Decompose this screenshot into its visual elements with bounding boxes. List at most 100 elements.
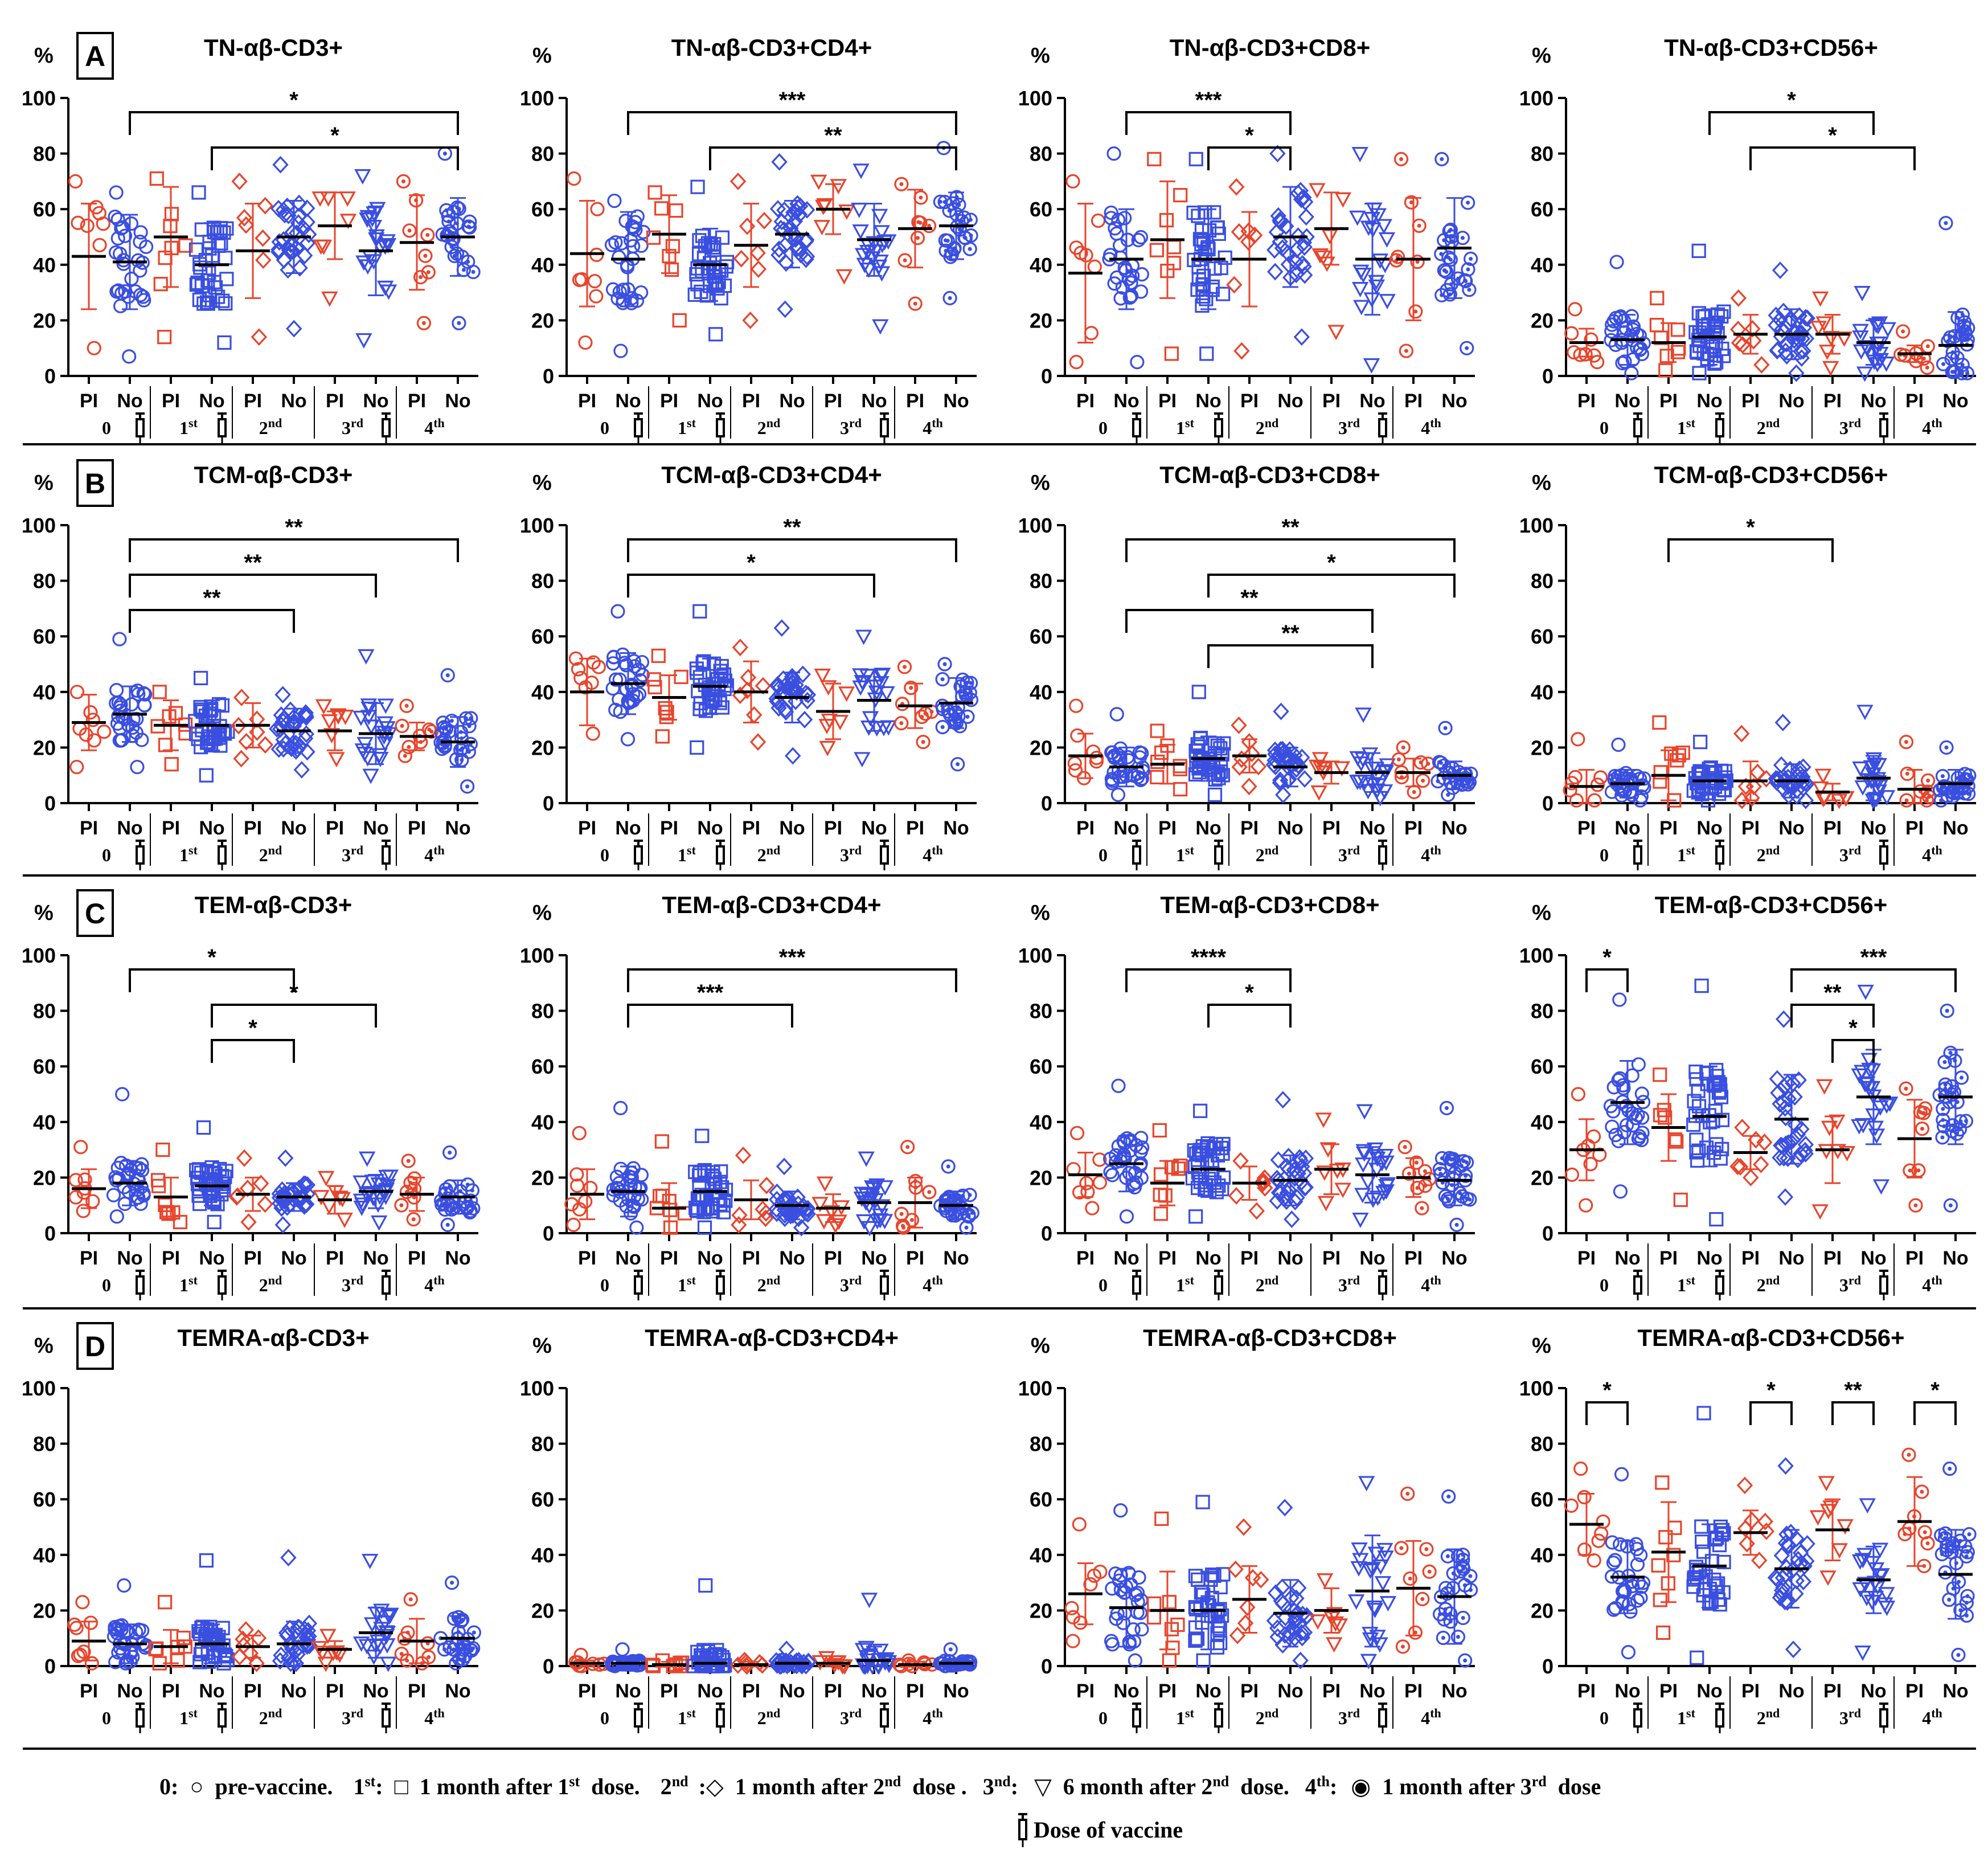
data-point xyxy=(1854,286,1871,301)
series-pi-3rd xyxy=(1810,291,1853,377)
timepoint-number: 2 xyxy=(259,1275,268,1295)
data-point xyxy=(315,699,333,715)
y-tick-label: 80 xyxy=(33,1433,56,1456)
data-point-dot xyxy=(1426,762,1430,766)
series-pi-1st xyxy=(1649,290,1686,378)
data-point-ring xyxy=(395,718,409,734)
x-tick-label: PI xyxy=(162,817,180,839)
data-point xyxy=(1327,325,1345,341)
bracket-line xyxy=(129,111,459,135)
data-point xyxy=(92,238,107,252)
data-point-dot xyxy=(460,1618,465,1622)
data-point xyxy=(1296,257,1312,276)
timepoint-number: 4 xyxy=(923,1275,932,1295)
y-tick-label: 60 xyxy=(33,198,56,221)
timepoint-suffix: nd xyxy=(1265,843,1278,857)
data-point-ring xyxy=(421,265,436,280)
data-point xyxy=(1753,356,1770,374)
data-point xyxy=(365,219,383,235)
data-point xyxy=(1069,240,1084,255)
y-tick-label: 20 xyxy=(1531,1166,1553,1189)
timepoint-number: 4 xyxy=(1922,845,1931,865)
data-point xyxy=(199,768,214,783)
timepoint-suffix: th xyxy=(1931,843,1942,857)
data-point xyxy=(733,249,749,268)
data-point xyxy=(462,220,477,235)
data-point xyxy=(112,632,127,646)
series-pi-0 xyxy=(1065,174,1106,370)
significance-stars: ** xyxy=(783,515,801,540)
y-tick-label: 20 xyxy=(33,736,56,759)
x-tick-label: No xyxy=(1614,390,1640,412)
data-point-dot xyxy=(956,705,960,710)
x-tick-label: PI xyxy=(1577,390,1596,412)
data-point-dot xyxy=(1460,1194,1465,1198)
x-tick-label: No xyxy=(943,817,969,839)
data-point-dot xyxy=(405,1658,409,1663)
syringe-icon xyxy=(1214,412,1223,443)
data-point xyxy=(273,706,290,724)
data-point xyxy=(69,685,85,699)
data-point-dot xyxy=(460,746,465,751)
significance-stars: * xyxy=(1245,123,1254,148)
data-point xyxy=(1173,187,1188,203)
data-point-ring xyxy=(1439,264,1454,279)
x-tick-label: PI xyxy=(1905,1247,1924,1269)
data-point xyxy=(1856,366,1874,382)
timepoint-label: 3rd xyxy=(342,843,363,866)
data-point xyxy=(1226,276,1243,294)
data-point xyxy=(452,316,466,330)
data-point xyxy=(1196,277,1211,292)
data-point-dot xyxy=(466,259,470,264)
panel-title: TEM-αβ-CD3+CD4+ xyxy=(662,891,881,918)
timepoint-suffix: st xyxy=(188,843,198,857)
data-point xyxy=(1314,250,1332,266)
timepoint-label: 3rd xyxy=(1338,416,1360,439)
data-point xyxy=(690,665,704,680)
y-tick-label: 20 xyxy=(531,1166,554,1189)
data-point xyxy=(894,177,909,191)
y-tick-label: 60 xyxy=(1531,198,1553,221)
x-tick-label: PI xyxy=(1240,390,1259,412)
data-point xyxy=(742,312,759,329)
x-tick-label: PI xyxy=(1741,1247,1760,1269)
timepoint-number: 2 xyxy=(1757,418,1766,438)
data-point-ring xyxy=(396,174,411,189)
data-point-dot xyxy=(471,1646,476,1651)
data-point-dot xyxy=(1456,276,1460,281)
data-point xyxy=(575,272,589,287)
series-pi-2nd xyxy=(732,639,772,751)
data-point xyxy=(590,202,605,216)
data-point xyxy=(299,234,316,252)
data-point xyxy=(957,210,972,225)
timepoint-number: 0 xyxy=(1098,845,1108,865)
x-tick-label: PI xyxy=(1659,1247,1678,1269)
significance-stars: ** xyxy=(824,123,842,148)
x-tick-label: PI xyxy=(1404,1247,1423,1269)
data-point xyxy=(216,225,231,240)
timepoint-number: 4 xyxy=(1421,1275,1430,1295)
data-point-ring xyxy=(1404,195,1419,210)
data-point-dot xyxy=(458,730,463,734)
data-point-dot xyxy=(1440,293,1444,297)
data-point-dot xyxy=(421,321,426,325)
data-point-ring xyxy=(1443,252,1458,267)
bracket-line xyxy=(1749,146,1916,170)
data-point xyxy=(605,681,620,696)
timepoint-number: 3 xyxy=(1338,845,1347,865)
data-point-dot xyxy=(426,270,431,275)
series-pi-3rd xyxy=(814,668,855,756)
data-point xyxy=(1437,233,1452,248)
data-point xyxy=(83,705,98,720)
data-point-ring xyxy=(435,726,449,741)
timepoint-suffix: rd xyxy=(1848,416,1861,430)
data-point xyxy=(124,697,139,712)
timepoint-number: 1 xyxy=(1677,845,1686,865)
x-tick-label: PI xyxy=(1076,1247,1095,1269)
series-no-2nd xyxy=(768,619,817,765)
timepoint-number: 1 xyxy=(179,1275,188,1295)
data-point xyxy=(416,316,431,330)
timepoint-suffix: st xyxy=(1185,843,1195,857)
data-point xyxy=(1268,223,1285,241)
